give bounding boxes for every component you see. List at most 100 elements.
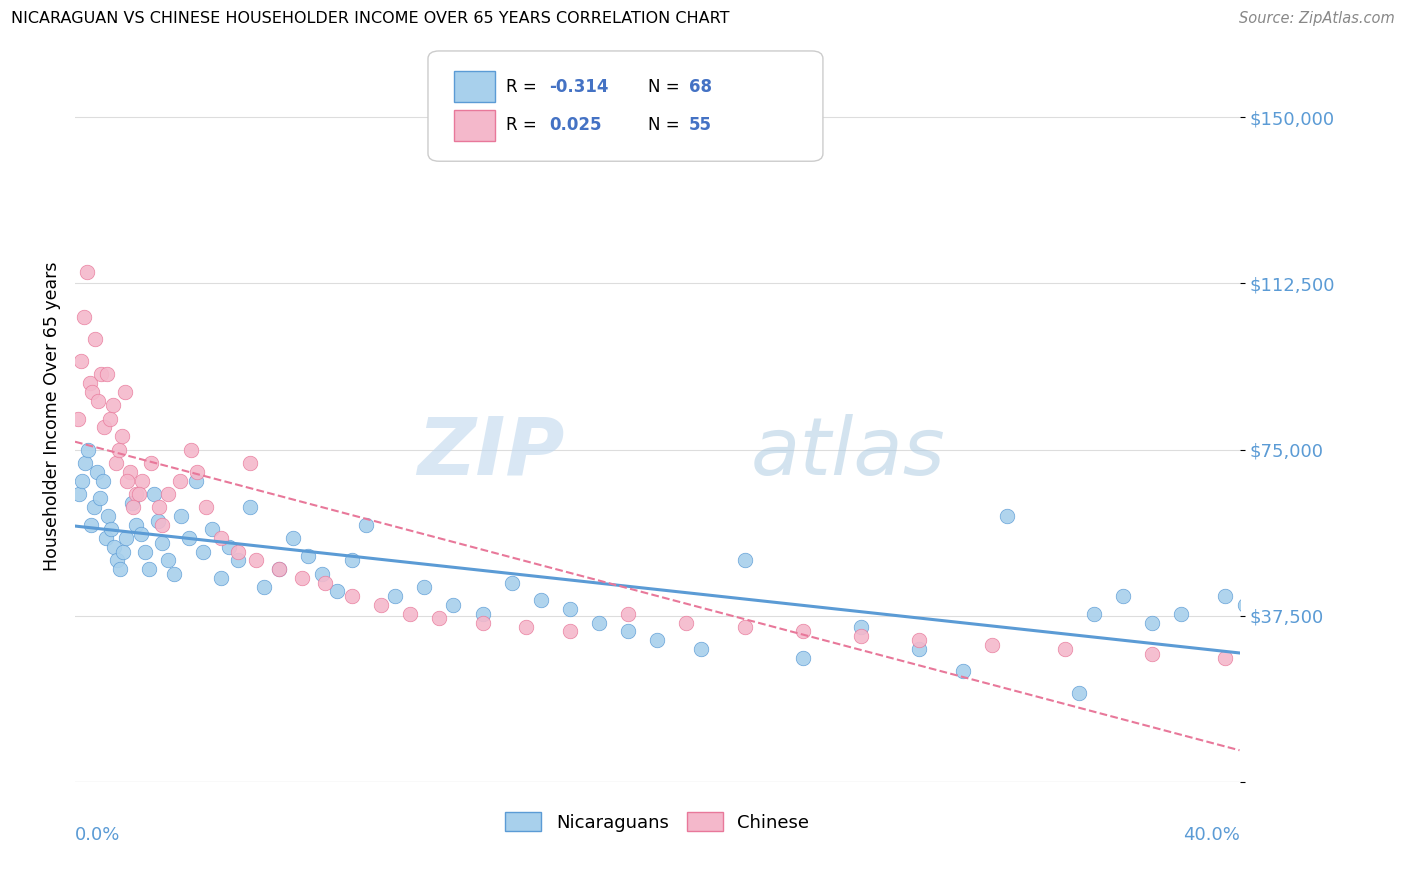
Point — [384, 589, 406, 603]
Point — [1083, 607, 1105, 621]
Point — [201, 523, 224, 537]
Point — [849, 629, 872, 643]
Point — [80, 518, 103, 533]
Bar — [454, 110, 495, 141]
Point — [89, 491, 111, 506]
Point — [291, 571, 314, 585]
Point — [558, 602, 581, 616]
FancyBboxPatch shape — [427, 51, 823, 161]
Text: R =: R = — [506, 116, 543, 135]
Point — [427, 611, 450, 625]
Point — [792, 651, 814, 665]
Point — [114, 384, 136, 399]
Point — [76, 265, 98, 279]
Point — [86, 465, 108, 479]
Point — [125, 518, 148, 533]
Point — [515, 620, 537, 634]
Point — [115, 531, 138, 545]
Y-axis label: Householder Income Over 65 years: Householder Income Over 65 years — [44, 261, 60, 571]
Point — [1213, 589, 1236, 603]
Text: ZIP: ZIP — [416, 414, 564, 492]
Point — [108, 562, 131, 576]
Point — [94, 531, 117, 545]
Point — [398, 607, 420, 621]
Point — [326, 584, 349, 599]
Point — [245, 553, 267, 567]
Legend: Nicaraguans, Chinese: Nicaraguans, Chinese — [498, 805, 817, 838]
Point — [177, 531, 200, 545]
Point — [283, 531, 305, 545]
Point — [142, 487, 165, 501]
Point — [267, 562, 290, 576]
Point — [157, 487, 180, 501]
Point — [97, 509, 120, 524]
Text: Source: ZipAtlas.com: Source: ZipAtlas.com — [1239, 11, 1395, 26]
Point — [87, 393, 110, 408]
Point — [91, 474, 114, 488]
Point — [121, 496, 143, 510]
Point — [117, 474, 139, 488]
Point — [107, 442, 129, 457]
Point — [690, 642, 713, 657]
Point — [120, 465, 142, 479]
Text: N =: N = — [648, 78, 685, 95]
Point — [530, 593, 553, 607]
Point — [1213, 651, 1236, 665]
Text: 40.0%: 40.0% — [1182, 826, 1240, 844]
Point — [112, 544, 135, 558]
Point — [110, 429, 132, 443]
Point — [157, 553, 180, 567]
Point — [125, 487, 148, 501]
Point — [995, 509, 1018, 524]
Point — [413, 580, 436, 594]
Bar — [454, 71, 495, 103]
Point — [100, 523, 122, 537]
Point — [195, 500, 218, 515]
Point — [101, 398, 124, 412]
Point — [314, 575, 336, 590]
Point — [340, 553, 363, 567]
Point — [981, 638, 1004, 652]
Point — [253, 580, 276, 594]
Point — [83, 500, 105, 515]
Point — [1140, 615, 1163, 630]
Point — [588, 615, 610, 630]
Point — [146, 514, 169, 528]
Point — [180, 442, 202, 457]
Point — [163, 566, 186, 581]
Point — [134, 544, 156, 558]
Point — [1234, 598, 1257, 612]
Point — [734, 553, 756, 567]
Point — [1140, 647, 1163, 661]
Point — [93, 420, 115, 434]
Point — [191, 544, 214, 558]
Point — [69, 354, 91, 368]
Text: 0.0%: 0.0% — [75, 826, 121, 844]
Point — [370, 598, 392, 612]
Point — [617, 624, 640, 639]
Point — [1053, 642, 1076, 657]
Point — [169, 474, 191, 488]
Point — [354, 518, 377, 533]
Point — [105, 553, 128, 567]
Point — [209, 571, 232, 585]
Point — [645, 633, 668, 648]
Point — [90, 368, 112, 382]
Point — [311, 566, 333, 581]
Point — [184, 474, 207, 488]
Text: 68: 68 — [689, 78, 711, 95]
Text: NICARAGUAN VS CHINESE HOUSEHOLDER INCOME OVER 65 YEARS CORRELATION CHART: NICARAGUAN VS CHINESE HOUSEHOLDER INCOME… — [11, 11, 730, 26]
Point — [908, 642, 931, 657]
Text: N =: N = — [648, 116, 685, 135]
Point — [139, 456, 162, 470]
Text: atlas: atlas — [751, 414, 945, 492]
Point — [1170, 607, 1192, 621]
Point — [617, 607, 640, 621]
Point — [734, 620, 756, 634]
Point — [103, 540, 125, 554]
Point — [150, 535, 173, 549]
Point — [226, 553, 249, 567]
Point — [849, 620, 872, 634]
Point — [297, 549, 319, 563]
Point — [218, 540, 240, 554]
